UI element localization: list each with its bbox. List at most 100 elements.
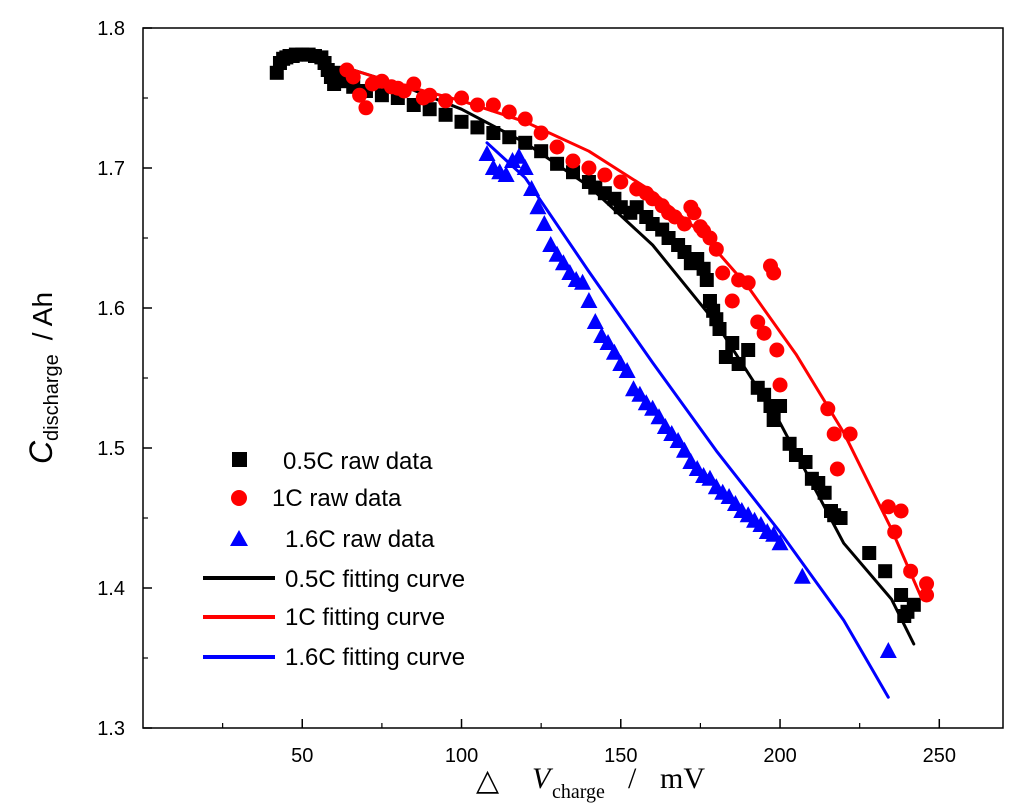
x-tick-label: 150	[604, 745, 637, 767]
point-1c-raw-data	[485, 97, 501, 113]
x-axis-label-symbol: △	[476, 764, 499, 797]
point-1c-raw-data	[708, 241, 724, 257]
point-1c-raw-data	[549, 139, 565, 155]
point-1c-raw-data	[406, 76, 422, 92]
y-axis-label-var: C	[23, 440, 59, 464]
legend-label-1.6c-raw: 1.6C raw data	[285, 526, 435, 553]
point-0.5c-raw-data	[550, 156, 565, 171]
point-0.5c-raw-data	[696, 261, 711, 276]
point-1c-raw-data	[702, 230, 718, 246]
point-1.6c-raw-data	[765, 525, 783, 542]
point-0.5c-raw-data	[878, 564, 893, 579]
point-0.5c-raw-data	[374, 88, 389, 103]
point-0.5c-raw-data	[518, 135, 533, 150]
point-0.5c-raw-data	[906, 597, 921, 612]
point-1c-raw-data	[352, 87, 368, 103]
point-1.6c-raw-data	[793, 567, 811, 584]
y-tick-label: 1.6	[97, 298, 125, 320]
point-1c-raw-data	[345, 69, 361, 85]
legend-marker-1c-raw	[231, 490, 247, 506]
legend: 0.5C raw data 1C raw data 1.6C raw data …	[203, 448, 465, 671]
legend-marker-1.6c-raw	[230, 530, 248, 546]
point-0.5c-raw-data	[862, 546, 877, 560]
point-1.6c-raw-data	[554, 254, 572, 271]
point-1c-raw-data	[469, 97, 485, 113]
point-0.5c-raw-data	[566, 165, 580, 180]
point-1.6c-raw-data	[574, 273, 592, 290]
point-0.5c-raw-data	[422, 102, 437, 117]
point-1c-raw-data	[919, 587, 935, 603]
point-1.6c-raw-data	[510, 147, 528, 164]
x-axis-label-sep: /	[628, 762, 637, 795]
point-1c-raw-data	[676, 216, 692, 232]
point-1.6c-raw-data	[669, 432, 687, 448]
y-tick-label: 1.3	[97, 718, 125, 740]
legend-label-1.6c-fit: 1.6C fitting curve	[285, 644, 465, 671]
point-0.5c-raw-data	[757, 387, 772, 402]
point-0.5c-raw-data	[712, 322, 727, 336]
point-1.6c-raw-data	[599, 334, 617, 350]
point-0.5c-raw-data	[699, 273, 714, 287]
point-1c-raw-data	[686, 205, 702, 221]
point-1c-raw-data	[724, 293, 740, 309]
legend-label-1c-raw: 1C raw data	[272, 485, 402, 512]
point-1.6c-raw-data	[650, 408, 668, 425]
point-1c-raw-data	[820, 401, 836, 417]
y-axis-label-unit: / Ah	[27, 292, 58, 340]
point-1.6c-raw-data	[580, 292, 598, 308]
svg-text:Cdischarge/ Ah: Cdischarge / Ah	[23, 292, 63, 464]
point-0.5c-raw-data	[502, 130, 517, 145]
x-axis-label-unit: mV	[660, 762, 705, 795]
point-1c-raw-data	[842, 426, 858, 442]
data-marks	[269, 47, 935, 699]
point-1c-raw-data	[756, 325, 772, 341]
point-1c-raw-data	[715, 265, 731, 281]
point-1c-raw-data	[772, 377, 788, 393]
point-1c-raw-data	[903, 563, 919, 579]
point-0.5c-raw-data	[677, 245, 692, 259]
point-1.6c-raw-data	[771, 534, 789, 551]
x-tick-label: 100	[445, 745, 478, 767]
y-tick-label: 1.8	[97, 18, 125, 40]
plot-background	[143, 28, 1003, 728]
point-1.6c-raw-data	[605, 343, 623, 360]
y-tick-label: 1.4	[97, 578, 125, 600]
point-1c-raw-data	[438, 93, 454, 109]
point-1c-raw-data	[613, 174, 629, 190]
x-axis-label-sub: charge	[552, 781, 605, 803]
point-1.6c-raw-data	[618, 362, 636, 378]
point-0.5c-raw-data	[718, 350, 733, 364]
point-1.6c-raw-data	[529, 198, 547, 215]
point-0.5c-raw-data	[454, 114, 469, 129]
point-1c-raw-data	[454, 90, 470, 106]
point-1c-raw-data	[750, 314, 766, 330]
point-1.6c-raw-data	[497, 166, 515, 182]
point-1c-raw-data	[422, 87, 438, 103]
point-0.5c-raw-data	[470, 120, 485, 135]
point-1.6c-raw-data	[516, 159, 534, 175]
y-tick-label: 1.7	[97, 158, 125, 180]
point-1c-raw-data	[565, 153, 581, 169]
point-1.6c-raw-data	[586, 313, 604, 329]
point-1c-raw-data	[597, 167, 613, 183]
x-axis-label: △ V charge / mV	[476, 762, 705, 803]
x-tick-label: 50	[291, 745, 313, 767]
point-0.5c-raw-data	[798, 455, 813, 469]
point-1.6c-raw-data	[523, 180, 541, 196]
point-0.5c-raw-data	[438, 107, 453, 122]
y-tick-label: 1.5	[97, 438, 125, 460]
point-1.6c-raw-data	[644, 399, 662, 416]
point-1.6c-raw-data	[478, 145, 496, 161]
y-axis-label-sub: discharge	[41, 354, 63, 441]
point-0.5c-raw-data	[894, 588, 909, 602]
y-axis-label: Cdischarge / Ah	[23, 292, 63, 464]
point-0.5c-raw-data	[817, 485, 832, 500]
point-0.5c-raw-data	[731, 357, 746, 371]
axis-ticks: 50 100 150 200 250 1.3 1.4 1.5 1.6 1.7 1.8	[97, 18, 956, 767]
point-1.6c-raw-data	[675, 441, 693, 458]
point-1c-raw-data	[829, 461, 845, 477]
point-0.5c-raw-data	[782, 436, 797, 451]
x-tick-label: 200	[763, 745, 796, 767]
point-1.6c-raw-data	[701, 469, 719, 486]
